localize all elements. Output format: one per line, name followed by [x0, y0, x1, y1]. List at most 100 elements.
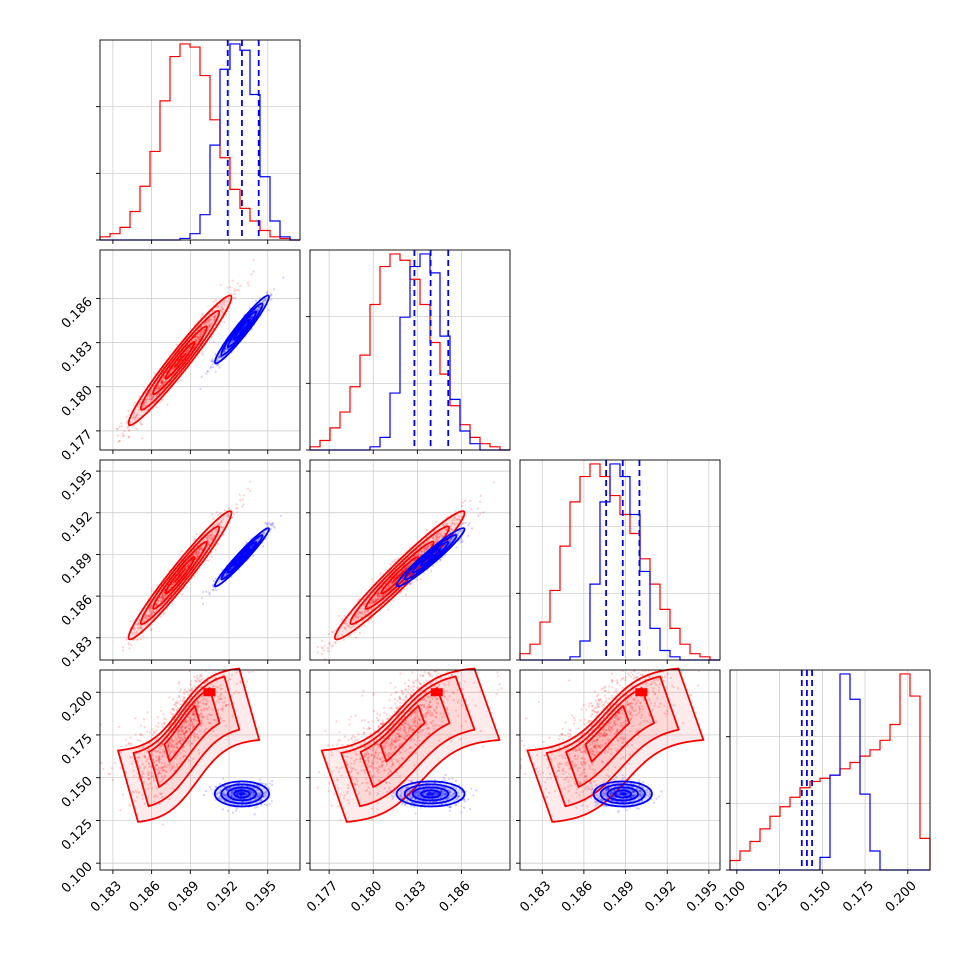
scatter-point	[201, 353, 204, 356]
y-tick: 0.189	[59, 551, 96, 588]
scatter-point	[220, 311, 224, 314]
scatter-point	[207, 319, 210, 322]
scatter-point	[187, 348, 190, 351]
scatter-point	[143, 403, 146, 406]
scatter-point	[161, 380, 164, 383]
scatter-point	[252, 270, 255, 273]
scatter-point	[201, 597, 204, 600]
scatter-point	[156, 387, 159, 390]
scatter-point	[212, 316, 215, 319]
scatter-point	[194, 343, 198, 346]
scatter-point	[320, 646, 323, 649]
scatter-point	[242, 494, 246, 497]
scatter-point	[249, 489, 252, 492]
scatter-point	[214, 577, 217, 580]
scatter-point	[206, 370, 209, 373]
scatter-point	[122, 434, 126, 438]
red-histogram-step	[99, 43, 300, 241]
scatter-point	[200, 375, 203, 378]
scatter-point	[195, 533, 198, 536]
scatter-point	[220, 306, 223, 309]
scatter-point	[117, 434, 120, 437]
scatter-point	[197, 335, 200, 339]
scatter-point	[161, 725, 164, 728]
scatter-point	[265, 292, 269, 295]
y-tick: 0.183	[59, 634, 96, 671]
scatter-point	[469, 499, 472, 503]
scatter-point	[460, 538, 463, 541]
scatter-point	[223, 320, 226, 324]
scatter-point	[179, 379, 182, 382]
scatter-point	[159, 384, 162, 387]
y-tick-label: 0.180	[59, 383, 96, 420]
scatter-point	[393, 558, 396, 561]
scatter-point	[415, 578, 418, 581]
scatter-point	[149, 397, 153, 400]
scatter-point	[250, 273, 253, 276]
scatter-point	[153, 730, 156, 733]
scatter-point	[246, 487, 250, 490]
scatter-point	[181, 593, 184, 596]
scatter-point	[464, 521, 467, 524]
scatter-point	[216, 543, 219, 546]
scatter-point	[202, 591, 205, 594]
scatter-point	[157, 386, 161, 389]
scatter-point	[479, 512, 482, 515]
scatter-point	[460, 504, 463, 507]
scatter-point	[323, 644, 326, 647]
scatter-point	[132, 416, 135, 419]
scatter-point	[460, 523, 463, 526]
scatter-point	[127, 642, 130, 645]
scatter-point	[463, 499, 467, 502]
scatter-point	[264, 522, 267, 525]
scatter-point	[120, 422, 123, 425]
scatter-point	[213, 316, 216, 319]
scatter-point	[419, 578, 422, 581]
x-tick: 0.200	[883, 878, 920, 915]
scatter-point	[217, 513, 220, 516]
scatter-point	[121, 649, 125, 652]
scatter-point	[133, 419, 136, 422]
scatter-point	[127, 429, 130, 432]
scatter-point	[135, 427, 138, 431]
scatter-point	[234, 507, 237, 510]
scatter-point	[233, 290, 236, 293]
scatter-point	[202, 329, 205, 332]
scatter-point	[125, 415, 128, 418]
x-tick-label: 0.200	[883, 878, 920, 915]
scatter-point	[249, 480, 252, 483]
scatter-point	[354, 636, 358, 639]
scatter-point	[139, 724, 143, 727]
scatter-point	[214, 549, 217, 552]
scatter-point	[159, 381, 162, 384]
scatter-point	[125, 744, 128, 747]
x-tick-label: 0.150	[797, 878, 834, 915]
scatter-point	[162, 398, 165, 401]
scatter-point	[215, 589, 218, 592]
scatter-point	[133, 411, 136, 414]
scatter-point	[233, 513, 236, 516]
scatter-point	[212, 340, 215, 344]
scatter-point	[200, 333, 203, 336]
scatter-point	[269, 293, 273, 296]
scatter-point	[122, 793, 125, 796]
scatter-point	[215, 364, 218, 367]
scatter-point	[334, 629, 337, 632]
scatter-point	[160, 381, 164, 384]
scatter-point	[172, 367, 175, 370]
scatter-point	[197, 337, 200, 340]
scatter-point	[155, 729, 158, 732]
panel-frame	[309, 249, 511, 451]
scatter-point	[392, 599, 395, 603]
scatter-point	[118, 425, 121, 428]
histogram-panel-1	[306, 249, 511, 454]
scatter-point	[338, 614, 341, 618]
histogram-panel-2	[516, 459, 721, 664]
scatter-point	[152, 394, 155, 397]
scatter-point	[207, 320, 210, 323]
scatter-point	[114, 761, 117, 764]
scatter-point	[271, 523, 274, 526]
scatter-point	[115, 427, 118, 430]
scatter-point	[266, 525, 269, 528]
scatter-point	[321, 640, 324, 643]
